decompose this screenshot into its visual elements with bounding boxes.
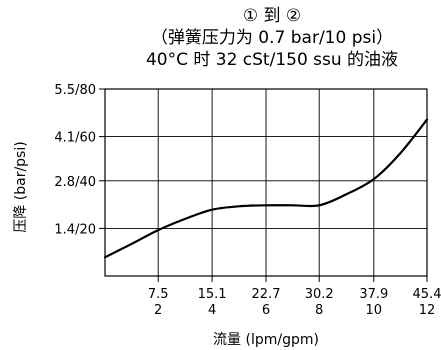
x-tick-label-gpm: 4 bbox=[208, 303, 216, 318]
y-tick-label: 1.4/20 bbox=[54, 222, 96, 237]
x-tick-label-lpm: 15.1 bbox=[198, 287, 227, 302]
x-tick-label-lpm: 45.4 bbox=[413, 287, 441, 302]
x-tick-label-gpm: 8 bbox=[315, 303, 323, 318]
y-axis-label: 压降 (bar/psi) bbox=[13, 141, 29, 232]
x-tick-label-lpm: 22.7 bbox=[252, 287, 281, 302]
chart-title-line-3: 40°C 时 32 cSt/150 ssu 的油液 bbox=[146, 50, 398, 70]
x-tick-label-gpm: 6 bbox=[262, 303, 270, 318]
chart-title-line-2: （弹簧压力为 0.7 bar/10 psi） bbox=[151, 28, 393, 48]
x-tick-label-gpm: 2 bbox=[154, 303, 162, 318]
x-tick-label-lpm: 7.5 bbox=[148, 287, 169, 302]
x-tick-label-lpm: 37.9 bbox=[359, 287, 388, 302]
y-tick-label: 2.8/40 bbox=[54, 175, 96, 190]
tick-marks bbox=[99, 88, 428, 282]
grid-lines bbox=[105, 89, 427, 276]
plot-area-frame bbox=[104, 88, 428, 277]
x-tick-labels: 7.52 15.14 22.76 30.28 37.910 45.412 bbox=[148, 287, 441, 318]
x-tick-label-gpm: 12 bbox=[419, 303, 436, 318]
x-tick-label-gpm: 10 bbox=[366, 303, 383, 318]
y-tick-label: 5.5/80 bbox=[54, 83, 96, 98]
pressure-drop-curve bbox=[103, 118, 429, 259]
x-axis-label: 流量 (lpm/gpm) bbox=[213, 332, 319, 348]
chart-title-line-1: ① 到 ② bbox=[243, 6, 301, 26]
y-tick-label: 4.1/60 bbox=[54, 131, 96, 146]
y-tick-labels: 1.4/20 2.8/40 4.1/60 5.5/80 bbox=[54, 83, 96, 237]
x-tick-label-lpm: 30.2 bbox=[305, 287, 334, 302]
